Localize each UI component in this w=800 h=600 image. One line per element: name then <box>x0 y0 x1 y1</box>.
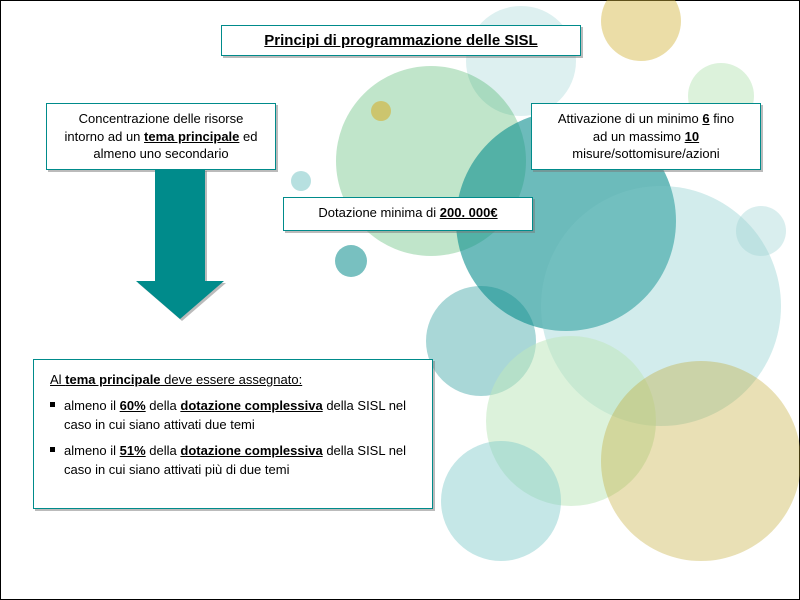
box-right-l1-post: fino <box>710 111 735 126</box>
lead-bold: tema principale <box>65 372 160 387</box>
box-right-l3: misure/sottomisure/azioni <box>572 146 719 161</box>
list-item: almeno il 60% della dotazione complessiv… <box>50 396 416 435</box>
title-box: Principi di programmazione delle SISL <box>221 25 581 56</box>
title-text: Principi di programmazione delle SISL <box>264 32 537 49</box>
box-left-line3: almeno uno secondario <box>93 146 228 161</box>
box-right-l2-bold: 10 <box>685 129 699 144</box>
li0-pre: almeno il <box>64 398 120 413</box>
li0-bold: 60% <box>120 398 146 413</box>
arrow-shaft <box>155 169 205 281</box>
li1-bold2: dotazione complessiva <box>180 443 322 458</box>
box-dotation: Dotazione minima di 200. 000€ <box>283 197 533 231</box>
lead-pre: Al <box>50 372 65 387</box>
li1-pre: almeno il <box>64 443 120 458</box>
background-bokeh <box>1 1 799 599</box>
box-left-line2-pre: intorno ad un <box>65 129 145 144</box>
box-left-line1: Concentrazione delle risorse <box>79 111 244 126</box>
li1-mid: della <box>146 443 181 458</box>
assignment-list: almeno il 60% della dotazione complessiv… <box>50 396 416 480</box>
box-right-l1-bold: 6 <box>702 111 709 126</box>
box-right-l1-pre: Attivazione di un minimo <box>558 111 703 126</box>
box-right-l2-pre: ad un massimo <box>593 129 685 144</box>
li0-bold2: dotazione complessiva <box>180 398 322 413</box>
box-mid-bold: 200. 000€ <box>440 205 498 220</box>
li0-mid: della <box>146 398 181 413</box>
list-item: almeno il 51% della dotazione complessiv… <box>50 441 416 480</box>
down-arrow <box>136 169 224 319</box>
box-left-line2-post: ed <box>239 129 257 144</box>
lead-post: deve essere assegnato: <box>161 372 303 387</box>
li1-bold: 51% <box>120 443 146 458</box>
box-left-line2-bold: tema principale <box>144 129 239 144</box>
box-activation: Attivazione di un minimo 6 fino ad un ma… <box>531 103 761 170</box>
box-concentration: Concentrazione delle risorse intorno ad … <box>46 103 276 170</box>
box-mid-pre: Dotazione minima di <box>318 205 439 220</box>
box-assignment: Al tema principale deve essere assegnato… <box>33 359 433 509</box>
arrow-head-icon <box>136 281 224 319</box>
